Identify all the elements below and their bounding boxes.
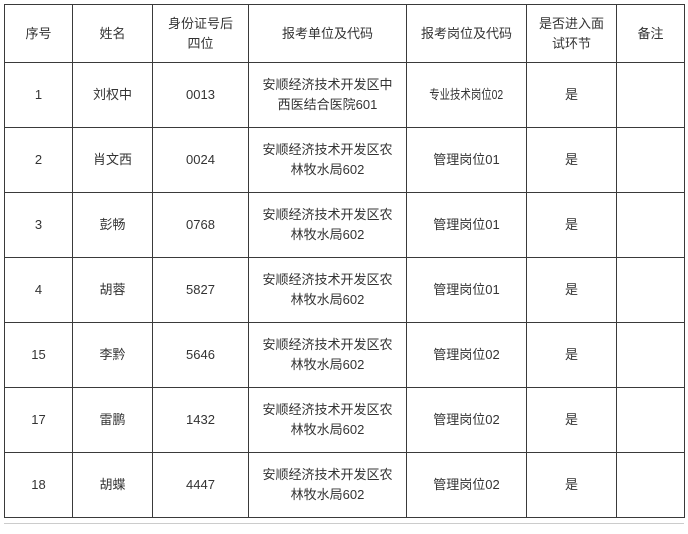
cell-position: 管理岗位02 — [406, 452, 527, 518]
cell-id4: 0013 — [152, 62, 249, 128]
header-remark: 备注 — [616, 4, 685, 63]
header-name: 姓名 — [72, 4, 153, 63]
cell-interview: 是 — [526, 192, 617, 258]
cell-remark — [616, 62, 685, 128]
cell-position-text: 管理岗位01 — [433, 217, 500, 232]
cell-id4: 4447 — [152, 452, 249, 518]
cell-id4: 0024 — [152, 127, 249, 193]
cell-seq: 15 — [4, 322, 73, 388]
cell-unit-text: 安顺经济技术开发区农林牧水局602 — [262, 467, 393, 502]
cell-name: 雷鹏 — [72, 387, 153, 453]
cell-position-text: 管理岗位02 — [433, 477, 500, 492]
cell-id4: 5827 — [152, 257, 249, 323]
cell-remark — [616, 192, 685, 258]
cell-id4: 5646 — [152, 322, 249, 388]
cell-position: 管理岗位01 — [406, 257, 527, 323]
cell-position: 管理岗位02 — [406, 322, 527, 388]
cell-remark — [616, 387, 685, 453]
cell-position: 管理岗位02 — [406, 387, 527, 453]
table-row: 4 胡蓉 5827 安顺经济技术开发区农林牧水局602 管理岗位01 是 — [4, 257, 685, 323]
cell-unit-text: 安顺经济技术开发区中西医结合医院601 — [262, 77, 393, 112]
cell-name: 胡蝶 — [72, 452, 153, 518]
cell-unit: 安顺经济技术开发区农林牧水局602 — [248, 192, 407, 258]
cell-seq: 3 — [4, 192, 73, 258]
table-row: 15 李黔 5646 安顺经济技术开发区农林牧水局602 管理岗位02 是 — [4, 322, 685, 388]
cell-unit: 安顺经济技术开发区农林牧水局602 — [248, 257, 407, 323]
cell-seq: 18 — [4, 452, 73, 518]
cell-seq: 4 — [4, 257, 73, 323]
header-seq: 序号 — [4, 4, 73, 63]
cell-interview: 是 — [526, 387, 617, 453]
cell-name: 李黔 — [72, 322, 153, 388]
cell-unit: 安顺经济技术开发区农林牧水局602 — [248, 452, 407, 518]
header-unit: 报考单位及代码 — [248, 4, 407, 63]
table-row: 18 胡蝶 4447 安顺经济技术开发区农林牧水局602 管理岗位02 是 — [4, 452, 685, 518]
cell-position-text: 专业技术岗位02 — [429, 87, 504, 102]
cell-unit: 安顺经济技术开发区农林牧水局602 — [248, 322, 407, 388]
cell-unit-text: 安顺经济技术开发区农林牧水局602 — [262, 142, 393, 177]
table-row: 1 刘权中 0013 安顺经济技术开发区中西医结合医院601 专业技术岗位02 … — [4, 62, 685, 128]
cell-unit-text: 安顺经济技术开发区农林牧水局602 — [262, 402, 393, 437]
cell-unit-text: 安顺经济技术开发区农林牧水局602 — [262, 207, 393, 242]
table-row: 17 雷鹏 1432 安顺经济技术开发区农林牧水局602 管理岗位02 是 — [4, 387, 685, 453]
cell-position: 专业技术岗位02 — [406, 62, 527, 128]
cell-position: 管理岗位01 — [406, 127, 527, 193]
cutoff-row-line — [4, 523, 684, 524]
header-row: 序号 姓名 身份证号后四位 报考单位及代码 报考岗位及代码 是否进入面试环节 备… — [4, 4, 685, 63]
cell-remark — [616, 127, 685, 193]
cell-remark — [616, 257, 685, 323]
cell-unit: 安顺经济技术开发区中西医结合医院601 — [248, 62, 407, 128]
cell-position-text: 管理岗位02 — [433, 412, 500, 427]
cell-id4: 1432 — [152, 387, 249, 453]
cell-position-text: 管理岗位01 — [433, 152, 500, 167]
cell-position-text: 管理岗位02 — [433, 347, 500, 362]
table-header: 序号 姓名 身份证号后四位 报考单位及代码 报考岗位及代码 是否进入面试环节 备… — [4, 4, 685, 63]
cell-unit: 安顺经济技术开发区农林牧水局602 — [248, 127, 407, 193]
cell-seq: 17 — [4, 387, 73, 453]
cell-interview: 是 — [526, 257, 617, 323]
cell-unit: 安顺经济技术开发区农林牧水局602 — [248, 387, 407, 453]
table-body: 1 刘权中 0013 安顺经济技术开发区中西医结合医院601 专业技术岗位02 … — [4, 62, 685, 518]
header-interview-label: 是否进入面试环节 — [538, 15, 604, 51]
header-position: 报考岗位及代码 — [406, 4, 527, 63]
cell-interview: 是 — [526, 452, 617, 518]
table-row: 3 彭畅 0768 安顺经济技术开发区农林牧水局602 管理岗位01 是 — [4, 192, 685, 258]
cell-unit-text: 安顺经济技术开发区农林牧水局602 — [262, 272, 393, 307]
cell-name: 胡蓉 — [72, 257, 153, 323]
cell-interview: 是 — [526, 62, 617, 128]
cell-seq: 2 — [4, 127, 73, 193]
cell-remark — [616, 322, 685, 388]
cell-name: 肖文西 — [72, 127, 153, 193]
table-row: 2 肖文西 0024 安顺经济技术开发区农林牧水局602 管理岗位01 是 — [4, 127, 685, 193]
header-id4: 身份证号后四位 — [152, 4, 249, 63]
cell-id4: 0768 — [152, 192, 249, 258]
cell-name: 彭畅 — [72, 192, 153, 258]
cell-remark — [616, 452, 685, 518]
cell-seq: 1 — [4, 62, 73, 128]
header-interview: 是否进入面试环节 — [526, 4, 617, 63]
cell-interview: 是 — [526, 322, 617, 388]
cell-position: 管理岗位01 — [406, 192, 527, 258]
applicants-table: 序号 姓名 身份证号后四位 报考单位及代码 报考岗位及代码 是否进入面试环节 备… — [4, 4, 685, 518]
cell-name: 刘权中 — [72, 62, 153, 128]
cell-position-text: 管理岗位01 — [433, 282, 500, 297]
header-id4-label: 身份证号后四位 — [167, 15, 233, 51]
cell-interview: 是 — [526, 127, 617, 193]
cell-unit-text: 安顺经济技术开发区农林牧水局602 — [262, 337, 393, 372]
